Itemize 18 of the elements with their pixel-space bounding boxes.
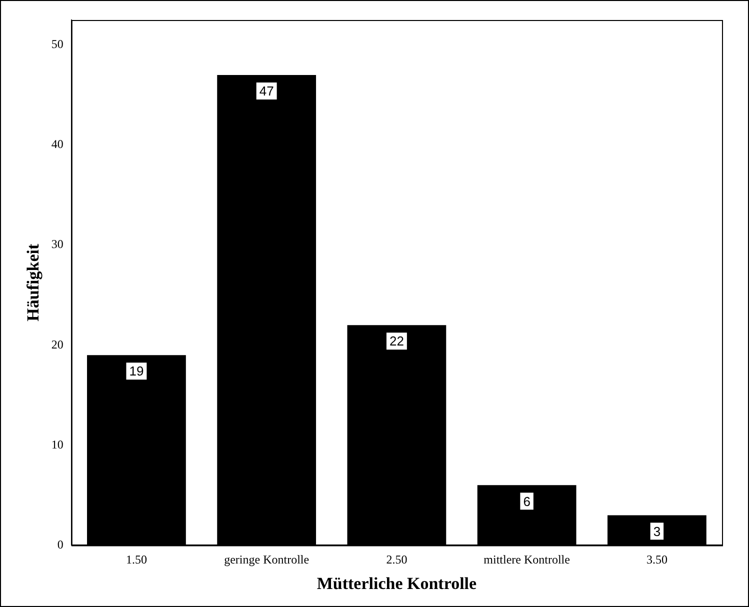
y-tick-label: 40 bbox=[51, 137, 64, 152]
x-tick-label: 3.50 bbox=[646, 552, 668, 567]
x-tick-label: geringe Kontrolle bbox=[224, 552, 310, 567]
y-tick-label: 0 bbox=[57, 537, 64, 552]
data-label: 3 bbox=[653, 524, 661, 539]
data-label: 19 bbox=[129, 364, 144, 379]
data-label: 22 bbox=[389, 334, 404, 349]
x-axis-title: Mütterliche Kontrolle bbox=[316, 574, 478, 594]
x-tick-label: 1.50 bbox=[126, 552, 147, 567]
y-axis-title: Häufigkeit bbox=[24, 244, 43, 322]
data-label: 47 bbox=[259, 84, 274, 99]
x-tick-label: mittlere Kontrolle bbox=[484, 552, 570, 567]
y-tick-label: 20 bbox=[51, 337, 64, 352]
data-label: 6 bbox=[523, 494, 530, 509]
x-tick-label: 2.50 bbox=[386, 552, 408, 567]
y-tick-label: 50 bbox=[51, 37, 64, 52]
y-tick-label: 10 bbox=[51, 437, 64, 452]
y-tick-label: 30 bbox=[51, 237, 64, 252]
